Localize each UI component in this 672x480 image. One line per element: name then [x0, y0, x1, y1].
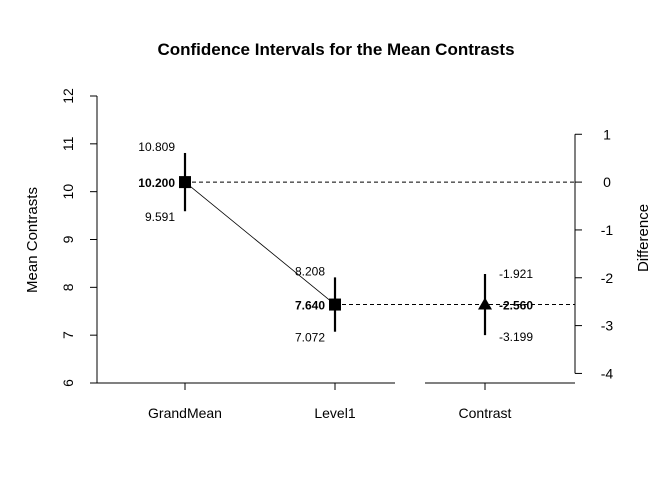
lower-label: 9.591	[145, 210, 175, 224]
x-tick-label: Level1	[314, 405, 355, 421]
y-left-tick-label: 6	[60, 379, 76, 387]
mean-marker	[478, 297, 492, 310]
lower-label: 7.072	[295, 331, 325, 345]
mean-label: 10.200	[138, 176, 175, 190]
plot-area: 6 7 8 9 10 11 12 -4 -3 -2 -1 0 1 GrandMean Level1 Contr…	[60, 88, 613, 421]
y-right-tick-label: -4	[601, 365, 614, 381]
lower-label: -3.199	[499, 330, 533, 344]
y-left-tick-label: 12	[60, 88, 76, 104]
upper-label: -1.921	[499, 267, 533, 281]
mean-marker	[179, 176, 191, 189]
y-axis-label-left: Mean Contrasts	[24, 187, 41, 293]
upper-label: 8.208	[295, 264, 325, 278]
y-left-tick-label: 11	[60, 136, 76, 151]
y-right-tick-label: -2	[601, 270, 614, 286]
upper-label: 10.809	[138, 140, 175, 154]
connector-line	[184, 181, 336, 305]
y-left-tick-label: 8	[60, 283, 76, 291]
mean-label: -2.560	[499, 299, 533, 313]
y-right-tick-label: 0	[603, 174, 611, 190]
x-tick-label: Contrast	[459, 405, 512, 421]
y-left-tick-label: 10	[60, 184, 76, 200]
y-axis-label-right: Difference	[635, 204, 652, 272]
y-right-tick-label: -1	[601, 222, 614, 238]
y-right-tick-label: 1	[603, 126, 611, 142]
mean-marker	[329, 298, 341, 311]
chart-title: Confidence Intervals for the Mean Contra…	[157, 40, 514, 59]
mean-label: 7.640	[295, 299, 325, 313]
y-right-tick-label: -3	[601, 318, 614, 334]
x-tick-label: GrandMean	[148, 405, 222, 421]
y-left-tick-label: 9	[60, 235, 76, 243]
y-left-tick-label: 7	[60, 331, 76, 339]
